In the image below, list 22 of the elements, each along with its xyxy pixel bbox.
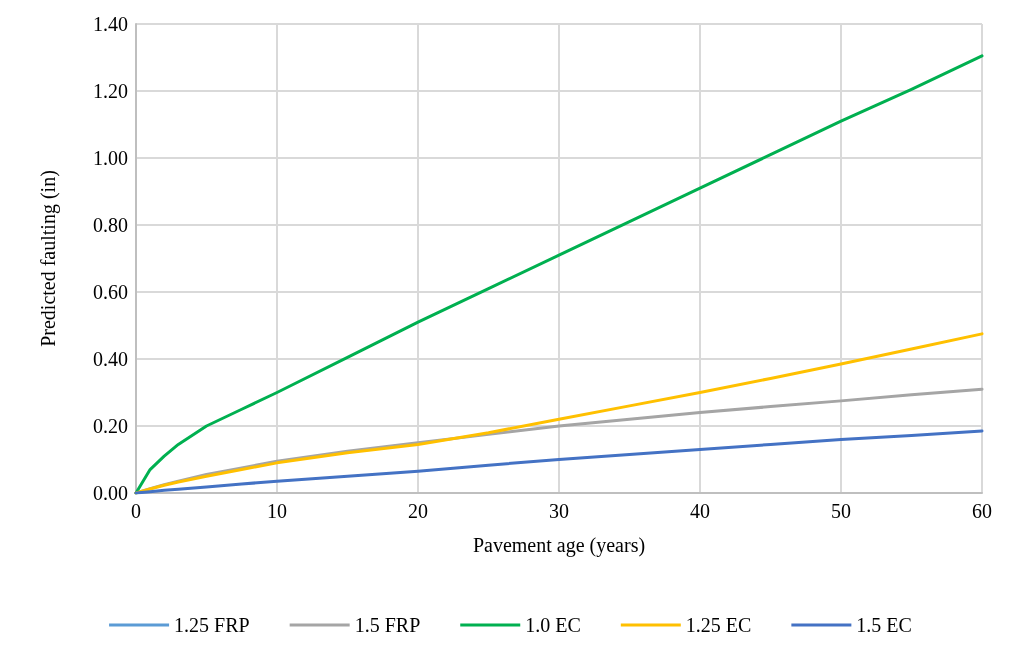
legend-label: 1.5 FRP	[354, 614, 421, 636]
y-axis-title: Predicted faulting (in)	[37, 170, 60, 347]
x-tick-label: 0	[131, 500, 141, 522]
x-tick-label: 20	[408, 500, 428, 522]
y-tick-label: 0.40	[93, 348, 128, 370]
legend-label: 1.5 EC	[856, 614, 912, 636]
y-tick-label: 0.60	[93, 281, 128, 303]
y-tick-label: 0.80	[93, 214, 128, 236]
y-tick-label: 1.00	[93, 147, 128, 169]
y-tick-label: 0.00	[93, 482, 128, 504]
x-axis-title: Pavement age (years)	[472, 534, 646, 557]
x-tick-label: 60	[972, 500, 992, 522]
y-tick-label: 1.40	[93, 13, 128, 35]
legend-label: 1.25 FRP	[174, 614, 250, 636]
legend-label: 1.25 EC	[685, 614, 752, 636]
x-tick-label: 10	[267, 500, 287, 522]
x-tick-label: 40	[690, 500, 710, 522]
x-tick-label: 50	[831, 500, 851, 522]
y-tick-label: 1.20	[93, 80, 128, 102]
y-tick-label: 0.20	[93, 415, 128, 437]
legend-label: 1.0 EC	[525, 614, 581, 636]
x-tick-label: 30	[549, 500, 569, 522]
